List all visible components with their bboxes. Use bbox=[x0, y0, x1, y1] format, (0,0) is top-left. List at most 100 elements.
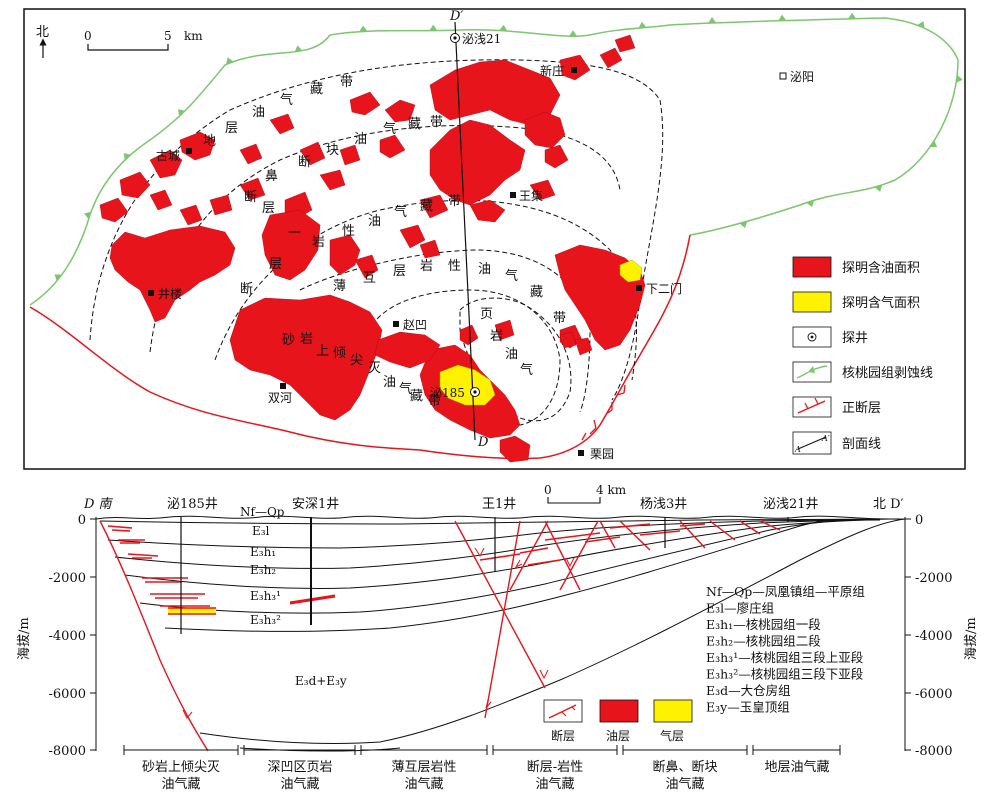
erosion-tick bbox=[778, 14, 787, 21]
zone-label-char: 气 bbox=[280, 92, 293, 108]
boundary-fault bbox=[29, 234, 691, 460]
well-name-biqian21: 泌浅21井 bbox=[763, 497, 819, 512]
well-name-anshen1: 安深1井 bbox=[292, 497, 339, 512]
ytick-left-8000: -8000 bbox=[49, 744, 86, 759]
erosion-tick bbox=[739, 221, 748, 229]
ytick-left-6000: -6000 bbox=[49, 687, 86, 702]
section-legend-fault: 断层 bbox=[551, 728, 575, 743]
zone-label-char: 油 bbox=[478, 262, 491, 277]
section-panel: D 南 北 D′ 0 4 km 泌185井 安深1井 王1井 杨浅3井 泌浅21… bbox=[17, 483, 979, 792]
label-xinzhuang: 新庄 bbox=[540, 63, 564, 78]
zone-label-char: 油 bbox=[505, 347, 518, 362]
stratum-e3h32: E₃h₃² bbox=[250, 613, 281, 627]
label-biqian21: 泌浅21 bbox=[462, 32, 501, 46]
label-zhaoao: 赵凹 bbox=[403, 318, 427, 332]
zone-label-char: 地 bbox=[203, 134, 216, 149]
section-end-bottom-label: D bbox=[477, 435, 489, 450]
well-name-bi185: 泌185井 bbox=[167, 497, 218, 512]
left-tick-labels: 0 -2000 -4000 -6000 -8000 bbox=[49, 513, 86, 759]
zone-label-char: 互 bbox=[363, 271, 376, 286]
play-1-line-1: 砂岩上倾尖灭 bbox=[142, 760, 220, 775]
gas-field-bi185 bbox=[439, 364, 496, 406]
left-ticks bbox=[90, 518, 96, 751]
well-bores bbox=[180, 517, 789, 634]
zone-label-char: 块 bbox=[326, 143, 339, 158]
ground-surface bbox=[95, 515, 906, 520]
zone-label-char: 层 bbox=[393, 264, 406, 279]
erosion-tick bbox=[123, 153, 131, 161]
formation-note: E₃y—玉皇顶组 bbox=[706, 700, 790, 715]
play-labels: 砂岩上倾尖灭 油气藏 深凹区页岩 油气藏 薄互层岩性 油气藏 断层-岩性 油气藏… bbox=[142, 759, 830, 792]
zone-label-char: 油 bbox=[368, 214, 381, 229]
section-scale-zero: 0 bbox=[544, 483, 552, 497]
stratum-nfqp: Nf—Qp bbox=[240, 505, 285, 519]
zone-label-char: 一 bbox=[288, 226, 301, 241]
zone-label-char: 油 bbox=[354, 132, 367, 147]
map-scale-zero: 0 bbox=[84, 29, 92, 43]
play-4-line-2: 油气藏 bbox=[535, 776, 574, 792]
formation-note: Nf—Qp—凤凰镇组—平原组 bbox=[706, 584, 865, 599]
section-legend-gas: 气层 bbox=[660, 728, 684, 743]
zone-label-char: 岩 bbox=[312, 235, 325, 250]
well-name-wang1: 王1井 bbox=[482, 497, 516, 512]
gas-layers bbox=[168, 607, 216, 615]
section-legend-oil: 油层 bbox=[606, 729, 630, 743]
erosion-tick bbox=[226, 57, 234, 65]
oil-layers bbox=[107, 523, 706, 607]
right-ticks bbox=[905, 518, 911, 751]
section-faults bbox=[99, 520, 781, 752]
oil-field-wangji bbox=[429, 119, 526, 206]
play-extents bbox=[123, 745, 841, 755]
well-biqian21: 泌浅21 bbox=[450, 32, 501, 46]
legend-well: 探井 bbox=[842, 331, 868, 346]
label-liyuan: 栗园 bbox=[590, 447, 614, 461]
ytick-left-2000: -2000 bbox=[49, 571, 86, 586]
well-name-yangqian3: 杨浅3井 bbox=[640, 497, 687, 512]
erosion-tick bbox=[499, 24, 508, 32]
section-scale-four: 4 km bbox=[596, 483, 627, 497]
erosion-tick bbox=[848, 12, 857, 19]
zone-label-char: 断 bbox=[298, 155, 311, 170]
ytick-right-6000: -6000 bbox=[915, 687, 952, 702]
zone-label-char: 断 bbox=[240, 282, 253, 297]
zone-labels: 地层油气藏 带鼻断块油气藏带断层一岩性油气藏带断层薄互层岩性油气藏带页岩油气砂 岩上… bbox=[203, 75, 566, 409]
horizon-base-e3h31 bbox=[139, 519, 851, 614]
y-axis-label-right: 海拔/m bbox=[964, 617, 979, 660]
legend-fault: 正断层 bbox=[842, 401, 881, 416]
legend-oil: 探明含油面积 bbox=[842, 260, 920, 276]
erosion-tick bbox=[708, 16, 717, 24]
zone-label-char: 带 bbox=[430, 115, 443, 130]
zone-label-char: 层 bbox=[269, 257, 282, 272]
play-6-line-1: 地层油气藏 bbox=[764, 759, 829, 775]
horizon-base-nfqp bbox=[99, 518, 901, 525]
zone-label-char: 藏 bbox=[310, 82, 323, 97]
zone-label-char: 油 bbox=[383, 375, 396, 390]
map-scale-unit: km bbox=[184, 29, 203, 43]
ytick-right-4000: -4000 bbox=[915, 629, 952, 644]
map-legend: 探明含油面积 探明含气面积 探井 核桃园组剥蚀线 正断层 A A′ 剖面线 bbox=[792, 256, 933, 455]
oil-field-zhaoao bbox=[374, 331, 441, 369]
zone-label-char: 薄 bbox=[333, 279, 346, 294]
y-axis-label-left: 海拔/m bbox=[17, 617, 32, 660]
erosion-line bbox=[29, 17, 959, 306]
north-label: 北 bbox=[36, 25, 49, 40]
stratum-e3h31: E₃h₃¹ bbox=[250, 589, 281, 603]
label-jinglou: 井楼 bbox=[158, 286, 182, 301]
erosion-tick bbox=[294, 45, 303, 52]
formation-note: E₃l—廖庄组 bbox=[706, 601, 774, 616]
label-gucheng: 古城 bbox=[156, 148, 180, 163]
zone-label-char: 岩 bbox=[490, 329, 503, 344]
zone-label-char: 灭 bbox=[368, 361, 381, 376]
zone-label-char: 砂 bbox=[282, 333, 295, 348]
zone-label-char: 层 bbox=[262, 201, 275, 216]
erosion-tick bbox=[84, 211, 92, 220]
formation-note: E₃h₃¹—核桃园组三段上亚段 bbox=[706, 650, 863, 665]
label-wangji: 王集 bbox=[519, 188, 543, 203]
section-line-dd bbox=[454, 21, 476, 441]
play-3-line-1: 薄互层岩性 bbox=[391, 760, 456, 775]
zone-label-char: 岩 bbox=[300, 332, 313, 347]
zone-label-char: 尖 bbox=[350, 353, 363, 368]
play-3-line-2: 油气藏 bbox=[404, 776, 443, 792]
